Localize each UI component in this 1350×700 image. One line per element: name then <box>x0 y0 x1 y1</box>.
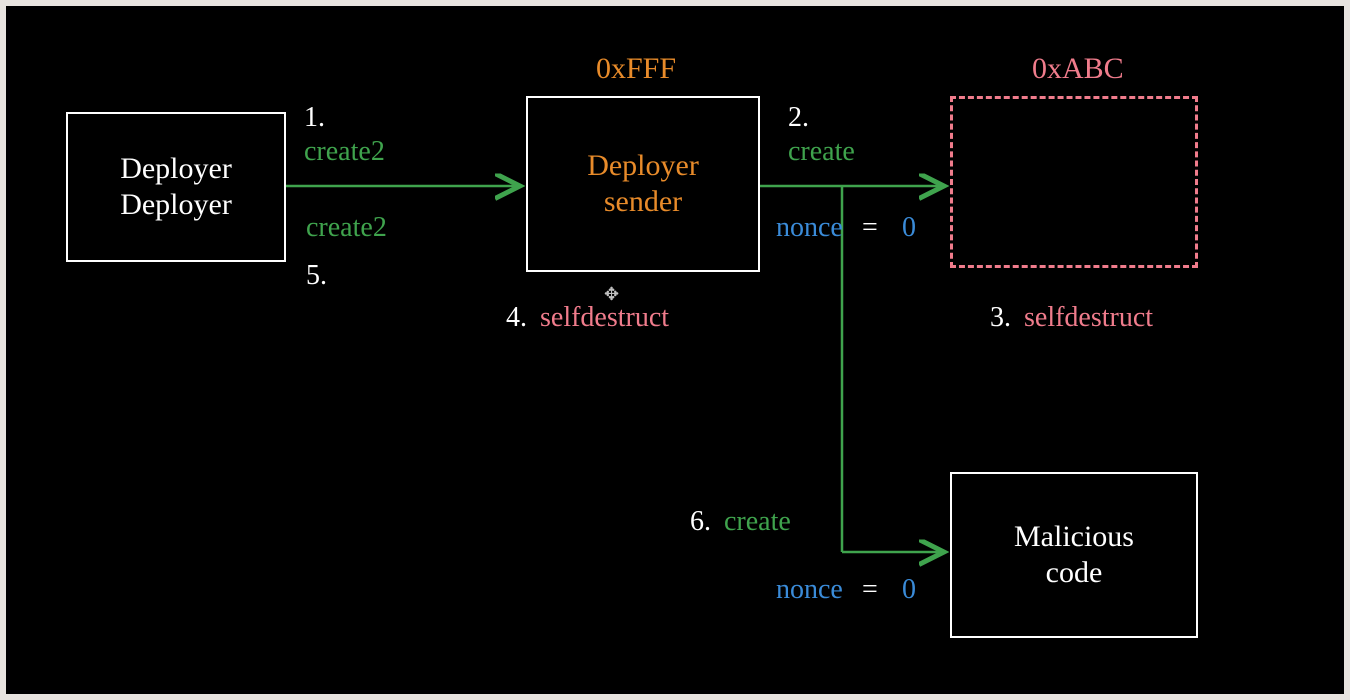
label-n5: 5. <box>306 260 327 292</box>
label-nonce2_v: 0 <box>902 574 916 606</box>
node-0xabc-placeholder <box>950 96 1198 268</box>
node-deployer-deployer: Deployer Deployer <box>66 112 286 262</box>
label-n1: 1. <box>304 102 325 134</box>
node-deployer-sender: Deployer sender <box>526 96 760 272</box>
node-sender-line2: sender <box>604 184 682 220</box>
label-create2_a: create2 <box>304 136 385 168</box>
label-addr_abc: 0xABC <box>1032 52 1124 86</box>
label-nonce2_eq: = <box>862 574 878 606</box>
label-sd3: selfdestruct <box>1024 302 1153 334</box>
node-malicious-code: Malicious code <box>950 472 1198 638</box>
label-nonce2_a: nonce <box>776 574 843 606</box>
label-create_a: create <box>788 136 855 168</box>
label-create2_b: create2 <box>306 212 387 244</box>
label-nonce1_a: nonce <box>776 212 843 244</box>
label-nonce1_v: 0 <box>902 212 916 244</box>
label-n4: 4. <box>506 302 527 334</box>
label-n2: 2. <box>788 102 809 134</box>
label-n3: 3. <box>990 302 1011 334</box>
label-sd4: selfdestruct <box>540 302 669 334</box>
label-cursor: ✥ <box>604 284 619 305</box>
node-sender-line1: Deployer <box>587 148 699 184</box>
label-addr_fff: 0xFFF <box>596 52 676 86</box>
node-malicious-line1: Malicious <box>1014 519 1134 555</box>
label-create_b: create <box>724 506 791 538</box>
node-deployer-line1: Deployer <box>120 151 232 187</box>
node-deployer-line2: Deployer <box>120 187 232 223</box>
node-malicious-line2: code <box>1046 555 1103 591</box>
diagram-canvas: Deployer Deployer Deployer sender Malici… <box>6 6 1344 694</box>
label-n6: 6. <box>690 506 711 538</box>
label-nonce1_eq: = <box>862 212 878 244</box>
